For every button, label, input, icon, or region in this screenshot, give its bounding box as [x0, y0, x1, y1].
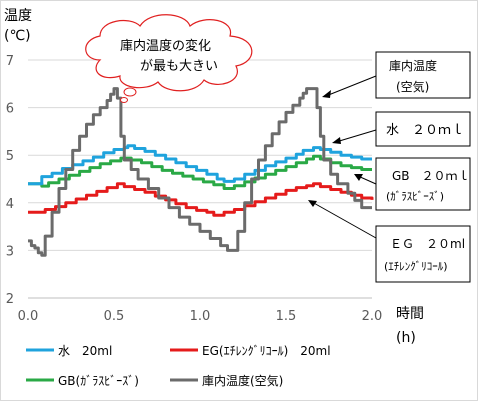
series-line-0 — [28, 144, 372, 186]
legend-label: 水 20ml — [58, 344, 112, 358]
legend-label: GB(ｶﾞﾗｽﾋﾞｰｽﾞ) — [58, 374, 139, 388]
y-tick-label: 2 — [6, 292, 14, 307]
y-tick-label: 4 — [6, 197, 14, 212]
x-tick-label: 2.0 — [362, 309, 383, 324]
annotation-air: 庫内温度 (空気) — [322, 51, 471, 99]
y-axis-unit: (℃) — [4, 28, 31, 44]
annotation-water-arrow — [335, 129, 377, 143]
annotation-water-box — [375, 111, 471, 147]
cloud-text-line2: が最も大きい — [140, 59, 218, 74]
annotation-eg-box — [375, 225, 471, 283]
series-line-3 — [28, 87, 372, 257]
y-axis-title: 温度 — [4, 8, 32, 24]
series-line-1 — [28, 182, 374, 217]
annotation-gb-line2: (ｶﾞﾗｽﾋﾞｰｽﾞ) — [386, 190, 444, 203]
annotation-gb: GB ２０ｍｌ (ｶﾞﾗｽﾋﾞｰｽﾞ) — [354, 157, 471, 211]
y-tick-label: 6 — [6, 102, 14, 117]
legend-label: EG(ｴﾁﾚﾝｸﾞﾘｺｰﾙ) 20ml — [202, 344, 331, 358]
annotation-eg-line1: ＥＧ ２０ml — [390, 237, 465, 251]
axes: 2 3 4 5 6 7 0.0 0.5 1.0 1.5 2.0 — [6, 54, 383, 324]
y-tick-label: 5 — [6, 149, 14, 164]
annotation-eg-line2: (ｴﾁﾚﾝｸﾞﾘｺｰﾙ) — [384, 260, 448, 273]
x-tick-label: 0.0 — [18, 309, 39, 324]
cloud-shape — [85, 14, 253, 92]
annotation-eg: ＥＧ ２０ml (ｴﾁﾚﾝｸﾞﾘｺｰﾙ) — [308, 200, 471, 283]
y-tick-label: 3 — [6, 244, 14, 259]
y-tick-label: 7 — [6, 54, 14, 69]
cloud-callout: 庫内温度の変化 が最も大きい — [85, 14, 253, 103]
cloud-bubble-1 — [123, 87, 137, 97]
annotation-air-arrow — [325, 75, 377, 97]
cloud-text-line1: 庫内温度の変化 — [120, 38, 211, 54]
legend-label: 庫内温度(空気) — [202, 373, 283, 388]
annotation-air-line2: (空気) — [396, 79, 429, 94]
annotation-gb-line1: GB ２０ｍｌ — [392, 169, 470, 183]
annotation-gb-box — [375, 157, 471, 211]
x-tick-label: 0.5 — [104, 309, 125, 324]
x-tick-label: 1.5 — [276, 309, 297, 324]
annotation-water-line1: 水 ２０ｍｌ — [386, 123, 464, 138]
annotation-air-line1: 庫内温度 — [389, 58, 437, 73]
series-line-2 — [28, 154, 372, 190]
annotation-eg-arrow — [311, 201, 377, 239]
legend: 水 20ml EG(ｴﾁﾚﾝｸﾞﾘｺｰﾙ) 20ml GB(ｶﾞﾗｽﾋﾞｰｽﾞ) 庫内… — [26, 344, 331, 388]
x-axis-title: 時間 — [396, 306, 424, 322]
series-lines — [28, 87, 374, 257]
annotation-water: 水 ２０ｍｌ — [332, 111, 471, 147]
annotation-air-box — [375, 51, 471, 99]
cloud-bubble-2 — [120, 97, 128, 103]
x-axis-unit: (h) — [396, 330, 416, 346]
x-tick-label: 1.0 — [190, 309, 211, 324]
